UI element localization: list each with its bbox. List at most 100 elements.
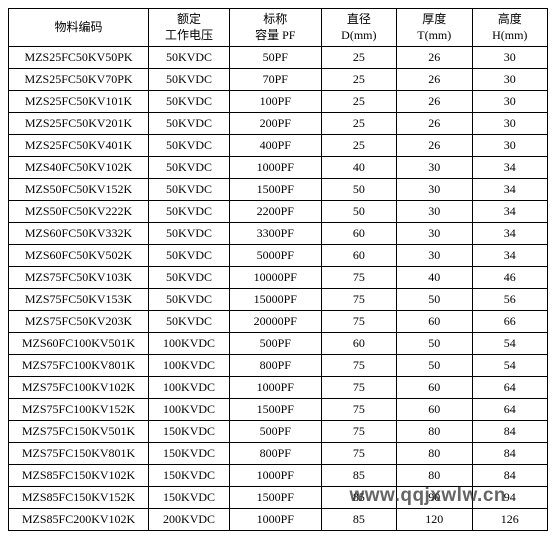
table-cell: 150KVDC — [149, 443, 230, 465]
table-cell: MZS75FC150KV801K — [9, 443, 149, 465]
table-row: MZS75FC100KV801K100KVDC800PF755054 — [9, 355, 548, 377]
table-cell: 50KVDC — [149, 311, 230, 333]
table-cell: 34 — [472, 179, 548, 201]
table-cell: MZS25FC50KV201K — [9, 113, 149, 135]
table-cell: 30 — [397, 179, 472, 201]
table-cell: 100KVDC — [149, 355, 230, 377]
table-cell: MZS25FC50KV401K — [9, 135, 149, 157]
table-cell: 50 — [397, 355, 472, 377]
header-height: 高度 H(mm) — [472, 9, 548, 47]
table-cell: 50KVDC — [149, 289, 230, 311]
table-cell: 50 — [397, 289, 472, 311]
table-cell: 50KVDC — [149, 267, 230, 289]
header-nominal-capacity: 标称 容量 PF — [229, 9, 321, 47]
table-cell: 1500PF — [229, 399, 321, 421]
header-line1: 额定 — [151, 12, 227, 28]
table-cell: 1000PF — [229, 465, 321, 487]
table-row: MZS85FC150KV102K150KVDC1000PF858084 — [9, 465, 548, 487]
table-cell: 26 — [397, 47, 472, 69]
table-cell: 75 — [321, 399, 396, 421]
table-cell: 26 — [397, 135, 472, 157]
table-cell: 25 — [321, 91, 396, 113]
table-cell: 85 — [321, 465, 396, 487]
table-header-row: 物料编码 额定 工作电压 标称 容量 PF 直径 D(mm) 厚度 T(mm) … — [9, 9, 548, 47]
header-line2: 工作电压 — [151, 28, 227, 44]
table-cell: MZS60FC50KV502K — [9, 245, 149, 267]
table-cell: 84 — [472, 443, 548, 465]
table-cell: 30 — [397, 157, 472, 179]
table-cell: 50PF — [229, 47, 321, 69]
table-cell: MZS85FC200KV102K — [9, 509, 149, 531]
table-cell: 75 — [321, 377, 396, 399]
table-cell: 30 — [472, 135, 548, 157]
table-cell: 64 — [472, 377, 548, 399]
table-cell: 50KVDC — [149, 47, 230, 69]
table-cell: 1500PF — [229, 179, 321, 201]
header-line1: 物料编码 — [11, 20, 146, 36]
table-row: MZS85FC200KV102K200KVDC1000PF85120126 — [9, 509, 548, 531]
table-cell: 26 — [397, 113, 472, 135]
table-row: MZS75FC50KV103K50KVDC10000PF754046 — [9, 267, 548, 289]
table-cell: 90 — [397, 487, 472, 509]
table-cell: 34 — [472, 201, 548, 223]
table-cell: 800PF — [229, 443, 321, 465]
table-cell: 75 — [321, 267, 396, 289]
table-cell: 75 — [321, 355, 396, 377]
table-cell: 50KVDC — [149, 223, 230, 245]
table-cell: 25 — [321, 47, 396, 69]
table-cell: 50KVDC — [149, 201, 230, 223]
table-cell: 50KVDC — [149, 157, 230, 179]
table-cell: 84 — [472, 421, 548, 443]
table-cell: 85 — [321, 509, 396, 531]
table-cell: 80 — [397, 465, 472, 487]
table-cell: 150KVDC — [149, 465, 230, 487]
table-cell: 1000PF — [229, 157, 321, 179]
table-cell: 30 — [397, 245, 472, 267]
table-cell: MZS75FC50KV203K — [9, 311, 149, 333]
table-cell: 30 — [472, 113, 548, 135]
table-cell: 60 — [397, 311, 472, 333]
table-cell: 800PF — [229, 355, 321, 377]
table-cell: 85 — [321, 487, 396, 509]
table-row: MZS75FC50KV203K50KVDC20000PF756066 — [9, 311, 548, 333]
table-cell: MZS25FC50KV50PK — [9, 47, 149, 69]
table-cell: MZS75FC100KV152K — [9, 399, 149, 421]
table-cell: MZS25FC50KV101K — [9, 91, 149, 113]
table-cell: 54 — [472, 355, 548, 377]
table-cell: 30 — [472, 47, 548, 69]
table-cell: 50 — [321, 179, 396, 201]
table-cell: MZS75FC50KV153K — [9, 289, 149, 311]
header-line1: 标称 — [232, 12, 319, 28]
table-row: MZS25FC50KV70PK50KVDC70PF252630 — [9, 69, 548, 91]
header-line2: T(mm) — [399, 28, 469, 44]
table-cell: 75 — [321, 311, 396, 333]
table-cell: 50KVDC — [149, 69, 230, 91]
table-row: MZS75FC150KV801K150KVDC800PF758084 — [9, 443, 548, 465]
table-cell: 26 — [397, 69, 472, 91]
table-cell: 60 — [321, 223, 396, 245]
header-line1: 直径 — [324, 12, 394, 28]
table-row: MZS25FC50KV101K50KVDC100PF252630 — [9, 91, 548, 113]
table-cell: 200KVDC — [149, 509, 230, 531]
table-row: MZS85FC150KV152K150KVDC1500PF859094 — [9, 487, 548, 509]
table-cell: 500PF — [229, 421, 321, 443]
header-line1: 高度 — [475, 12, 546, 28]
table-body: MZS25FC50KV50PK50KVDC50PF252630MZS25FC50… — [9, 47, 548, 531]
table-cell: 60 — [397, 377, 472, 399]
table-cell: 20000PF — [229, 311, 321, 333]
table-cell: 1000PF — [229, 377, 321, 399]
table-row: MZS60FC50KV332K50KVDC3300PF603034 — [9, 223, 548, 245]
table-cell: MZS75FC150KV501K — [9, 421, 149, 443]
table-row: MZS25FC50KV401K50KVDC400PF252630 — [9, 135, 548, 157]
table-cell: 100KVDC — [149, 399, 230, 421]
spec-table: 物料编码 额定 工作电压 标称 容量 PF 直径 D(mm) 厚度 T(mm) … — [8, 8, 548, 531]
table-row: MZS75FC100KV102K100KVDC1000PF756064 — [9, 377, 548, 399]
header-diameter: 直径 D(mm) — [321, 9, 396, 47]
table-cell: 1500PF — [229, 487, 321, 509]
table-cell: 50KVDC — [149, 245, 230, 267]
table-cell: 120 — [397, 509, 472, 531]
table-cell: MZS75FC100KV102K — [9, 377, 149, 399]
table-cell: 56 — [472, 289, 548, 311]
table-row: MZS75FC150KV501K150KVDC500PF758084 — [9, 421, 548, 443]
table-cell: 30 — [397, 223, 472, 245]
